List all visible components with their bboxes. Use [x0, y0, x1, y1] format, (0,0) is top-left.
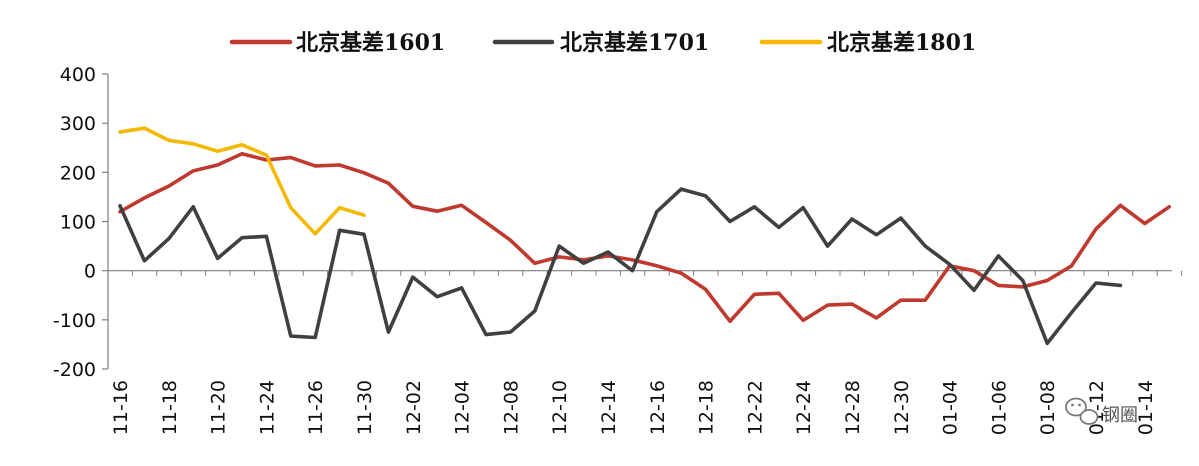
x-tick-label: 11-26	[305, 380, 327, 435]
y-tick-label: 400	[60, 64, 96, 86]
series-line-1	[118, 151, 1171, 324]
x-tick-label: 11-24	[256, 380, 278, 435]
y-axis: 400 300 200 100 0 -100 -200	[53, 64, 109, 381]
x-tick-label: 01-04	[940, 380, 962, 435]
y-tick-label: 300	[60, 113, 96, 135]
series-line-3	[118, 126, 366, 236]
x-tick-label: 11-20	[208, 380, 230, 435]
x-tick-label: 12-16	[647, 380, 669, 435]
watermark: 钢圈	[1065, 397, 1138, 426]
legend-label: 北京基差1701	[560, 30, 709, 56]
y-tick-label: 200	[60, 162, 96, 184]
x-tick-label: 11-30	[354, 380, 376, 435]
y-tick-label: -200	[53, 359, 96, 381]
x-tick-label: 12-24	[793, 380, 815, 435]
y-tick-label: 0	[84, 261, 96, 283]
x-tick-label: 12-14	[598, 380, 620, 435]
x-tick-label: 12-04	[452, 380, 474, 435]
x-tick-label: 12-08	[500, 380, 522, 435]
x-tick-label: 12-10	[549, 380, 571, 435]
y-tick-label: 100	[60, 212, 96, 234]
x-tick-label: 11-18	[159, 380, 181, 435]
legend-label: 北京基差1601	[296, 30, 445, 56]
legend-label: 北京基差1801	[827, 30, 976, 56]
legend: 北京基差1601 北京基差1701 北京基差1801	[229, 30, 976, 56]
watermark-text: 钢圈	[1102, 405, 1138, 426]
x-tick-label: 12-28	[842, 380, 864, 435]
series-lines	[118, 126, 1171, 346]
x-tick-label: 12-18	[696, 380, 718, 435]
x-tick-label: 01-06	[988, 380, 1010, 435]
x-axis: 11-16 11-18 11-20 11-24 11-26 11-30 12-02 12-04…	[107, 270, 1183, 435]
wechat-icon	[1065, 397, 1099, 425]
x-tick-label: 01-14	[1135, 380, 1157, 435]
x-tick-label: 11-16	[110, 380, 132, 435]
x-tick-label: 12-22	[744, 380, 766, 435]
x-tick-label: 12-02	[403, 380, 425, 435]
series-line-2	[118, 187, 1123, 346]
y-tick-label: -100	[53, 310, 96, 332]
x-tick-label: 12-30	[891, 380, 913, 435]
x-tick-label: 01-08	[1037, 380, 1059, 435]
